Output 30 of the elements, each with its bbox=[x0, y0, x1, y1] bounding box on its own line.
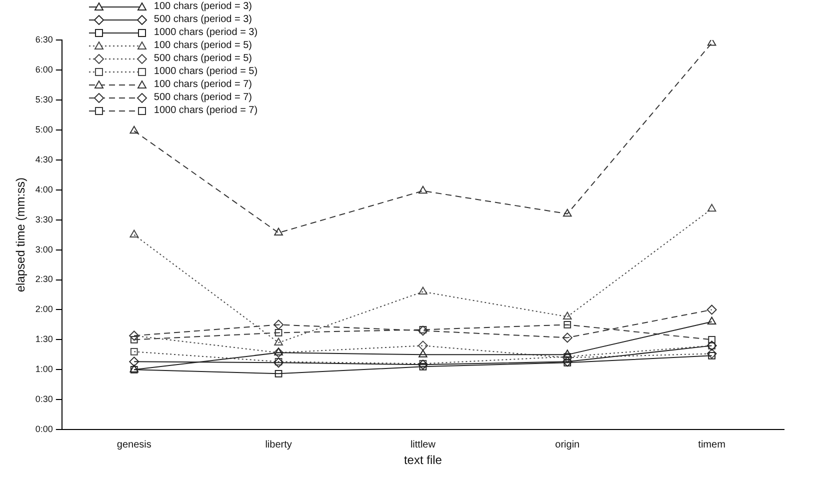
legend-label: 100 chars (period = 3) bbox=[154, 0, 252, 13]
y-tick-label: 1:00 bbox=[35, 364, 53, 374]
x-axis-title: text file bbox=[404, 453, 442, 468]
y-tick-label: 4:30 bbox=[35, 154, 53, 164]
x-tick-label: genesis bbox=[116, 439, 152, 450]
y-tick-label: 5:00 bbox=[35, 124, 53, 134]
legend-label: 100 chars (period = 5) bbox=[154, 39, 252, 52]
y-tick-label: 5:30 bbox=[35, 94, 53, 104]
x-tick-label: timem bbox=[698, 439, 726, 450]
legend-label: 500 chars (period = 3) bbox=[154, 13, 252, 26]
y-tick-label: 4:00 bbox=[35, 184, 53, 194]
y-tick-label: 6:00 bbox=[35, 64, 53, 74]
legend-label: 500 chars (period = 7) bbox=[154, 91, 252, 104]
x-tick-label: origin bbox=[555, 439, 580, 450]
y-tick-label: 2:00 bbox=[35, 304, 53, 314]
x-tick-label: liberty bbox=[265, 439, 292, 450]
legend-label: 100 chars (period = 7) bbox=[154, 78, 252, 91]
legend-label: 500 chars (period = 5) bbox=[154, 52, 252, 65]
y-tick-label: 3:30 bbox=[35, 214, 53, 224]
legend-label: 1000 chars (period = 7) bbox=[154, 104, 258, 117]
legend-label: 1000 chars (period = 5) bbox=[154, 65, 258, 78]
y-tick-label: 6:30 bbox=[35, 34, 53, 44]
y-axis-title: elapsed time (mm:ss) bbox=[14, 177, 28, 292]
y-tick-label: 0:30 bbox=[35, 394, 53, 404]
x-tick-label: littlew bbox=[410, 439, 436, 450]
legend-label: 1000 chars (period = 3) bbox=[154, 26, 258, 39]
y-tick-label: 3:00 bbox=[35, 244, 53, 254]
y-tick-label: 0:00 bbox=[35, 424, 53, 434]
y-tick-label: 2:30 bbox=[35, 274, 53, 284]
y-tick-label: 1:30 bbox=[35, 334, 53, 344]
